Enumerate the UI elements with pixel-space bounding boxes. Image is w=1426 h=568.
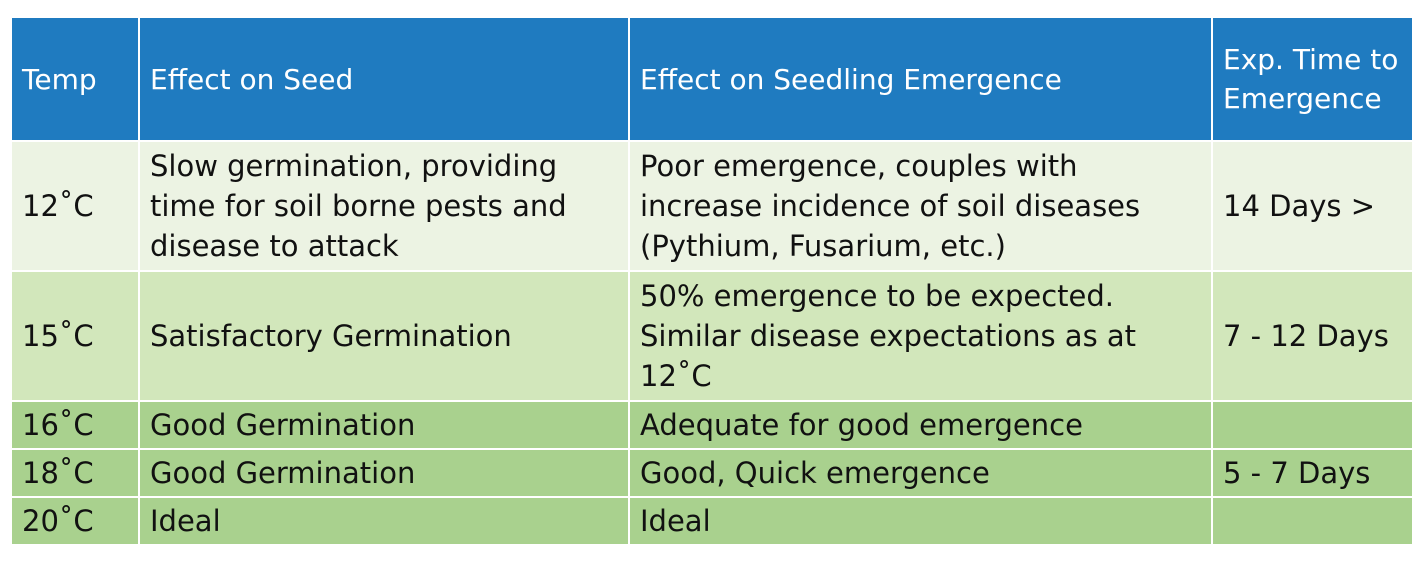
- time-to-emergence-cell: [1211, 496, 1414, 546]
- header-effect-on-seedling-emergence: Effect on Seedling Emergence: [628, 16, 1213, 142]
- emergence-effect-cell: 50% emergence to be expected. Similar di…: [628, 270, 1213, 402]
- header-temp: Temp: [10, 16, 140, 142]
- time-to-emergence-cell: 14 Days >: [1211, 140, 1414, 272]
- temperature-effects-table: Temp Effect on Seed Effect on Seedling E…: [10, 16, 1414, 546]
- time-to-emergence-cell: 7 - 12 Days: [1211, 270, 1414, 402]
- header-exp-time-to-emergence: Exp. Time to Emergence: [1211, 16, 1414, 142]
- temp-cell: 18˚C: [10, 448, 140, 498]
- seed-effect-cell: Ideal: [138, 496, 630, 546]
- time-to-emergence-cell: [1211, 400, 1414, 450]
- temperature-effects-table-container: Temp Effect on Seed Effect on Seedling E…: [10, 16, 1414, 546]
- temp-cell: 12˚C: [10, 140, 140, 272]
- table-row: 16˚C Good Germination Adequate for good …: [10, 400, 1414, 450]
- emergence-effect-cell: Adequate for good emergence: [628, 400, 1213, 450]
- emergence-effect-cell: Ideal: [628, 496, 1213, 546]
- temp-cell: 15˚C: [10, 270, 140, 402]
- time-to-emergence-cell: 5 - 7 Days: [1211, 448, 1414, 498]
- header-effect-on-seed: Effect on Seed: [138, 16, 630, 142]
- table-row: 12˚C Slow germination, providing time fo…: [10, 140, 1414, 272]
- emergence-effect-cell: Poor emergence, couples with increase in…: [628, 140, 1213, 272]
- header-row: Temp Effect on Seed Effect on Seedling E…: [10, 16, 1414, 142]
- seed-effect-cell: Satisfactory Germination: [138, 270, 630, 402]
- table-row: 20˚C Ideal Ideal: [10, 496, 1414, 546]
- temp-cell: 20˚C: [10, 496, 140, 546]
- seed-effect-cell: Good Germination: [138, 448, 630, 498]
- emergence-effect-cell: Good, Quick emergence: [628, 448, 1213, 498]
- seed-effect-cell: Slow germination, providing time for soi…: [138, 140, 630, 272]
- temp-cell: 16˚C: [10, 400, 140, 450]
- table-row: 18˚C Good Germination Good, Quick emerge…: [10, 448, 1414, 498]
- table-row: 15˚C Satisfactory Germination 50% emerge…: [10, 270, 1414, 402]
- seed-effect-cell: Good Germination: [138, 400, 630, 450]
